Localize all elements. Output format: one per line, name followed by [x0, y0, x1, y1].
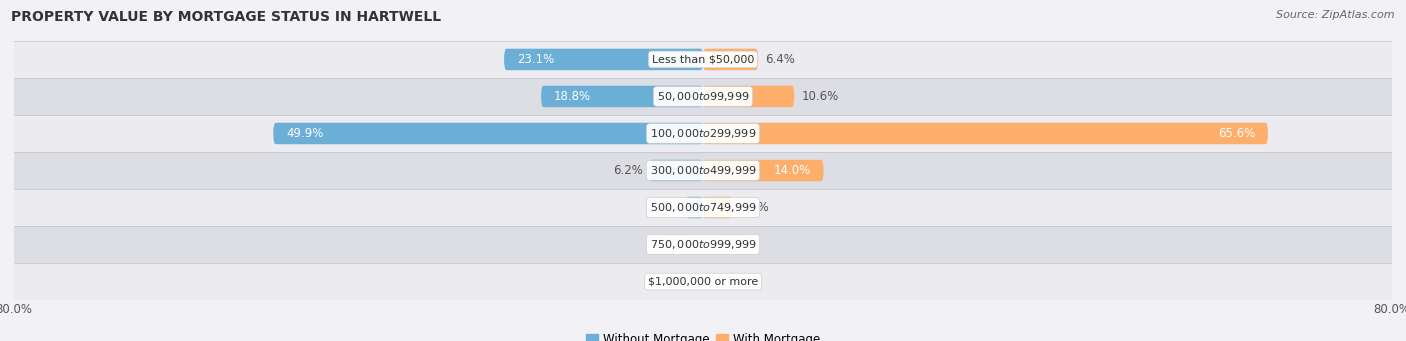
Text: 3.4%: 3.4% [740, 201, 769, 214]
Text: $750,000 to $999,999: $750,000 to $999,999 [650, 238, 756, 251]
Text: 65.6%: 65.6% [1218, 127, 1256, 140]
Text: 23.1%: 23.1% [517, 53, 554, 66]
Text: 2.0%: 2.0% [650, 201, 679, 214]
Text: 6.4%: 6.4% [765, 53, 794, 66]
Text: 6.2%: 6.2% [613, 164, 643, 177]
Legend: Without Mortgage, With Mortgage: Without Mortgage, With Mortgage [581, 329, 825, 341]
FancyBboxPatch shape [273, 123, 703, 144]
Text: 0.0%: 0.0% [716, 275, 745, 288]
Text: 49.9%: 49.9% [287, 127, 323, 140]
Text: Less than $50,000: Less than $50,000 [652, 55, 754, 64]
FancyBboxPatch shape [686, 197, 703, 218]
Bar [14, 78, 1392, 115]
Text: 0.0%: 0.0% [661, 238, 690, 251]
Bar [14, 263, 1392, 300]
Text: Source: ZipAtlas.com: Source: ZipAtlas.com [1277, 10, 1395, 20]
Text: PROPERTY VALUE BY MORTGAGE STATUS IN HARTWELL: PROPERTY VALUE BY MORTGAGE STATUS IN HAR… [11, 10, 441, 24]
Bar [14, 115, 1392, 152]
Text: 10.6%: 10.6% [801, 90, 838, 103]
FancyBboxPatch shape [541, 86, 703, 107]
Text: $50,000 to $99,999: $50,000 to $99,999 [657, 90, 749, 103]
Text: $500,000 to $749,999: $500,000 to $749,999 [650, 201, 756, 214]
Text: 0.0%: 0.0% [716, 238, 745, 251]
FancyBboxPatch shape [650, 160, 703, 181]
Text: 18.8%: 18.8% [554, 90, 591, 103]
Bar [14, 41, 1392, 78]
FancyBboxPatch shape [703, 197, 733, 218]
Bar [14, 152, 1392, 189]
Bar [14, 189, 1392, 226]
FancyBboxPatch shape [703, 123, 1268, 144]
Text: $1,000,000 or more: $1,000,000 or more [648, 277, 758, 286]
FancyBboxPatch shape [505, 49, 703, 70]
FancyBboxPatch shape [703, 86, 794, 107]
Text: $300,000 to $499,999: $300,000 to $499,999 [650, 164, 756, 177]
Bar [14, 226, 1392, 263]
FancyBboxPatch shape [703, 160, 824, 181]
FancyBboxPatch shape [703, 49, 758, 70]
Text: $100,000 to $299,999: $100,000 to $299,999 [650, 127, 756, 140]
Text: 0.0%: 0.0% [661, 275, 690, 288]
Text: 14.0%: 14.0% [773, 164, 811, 177]
